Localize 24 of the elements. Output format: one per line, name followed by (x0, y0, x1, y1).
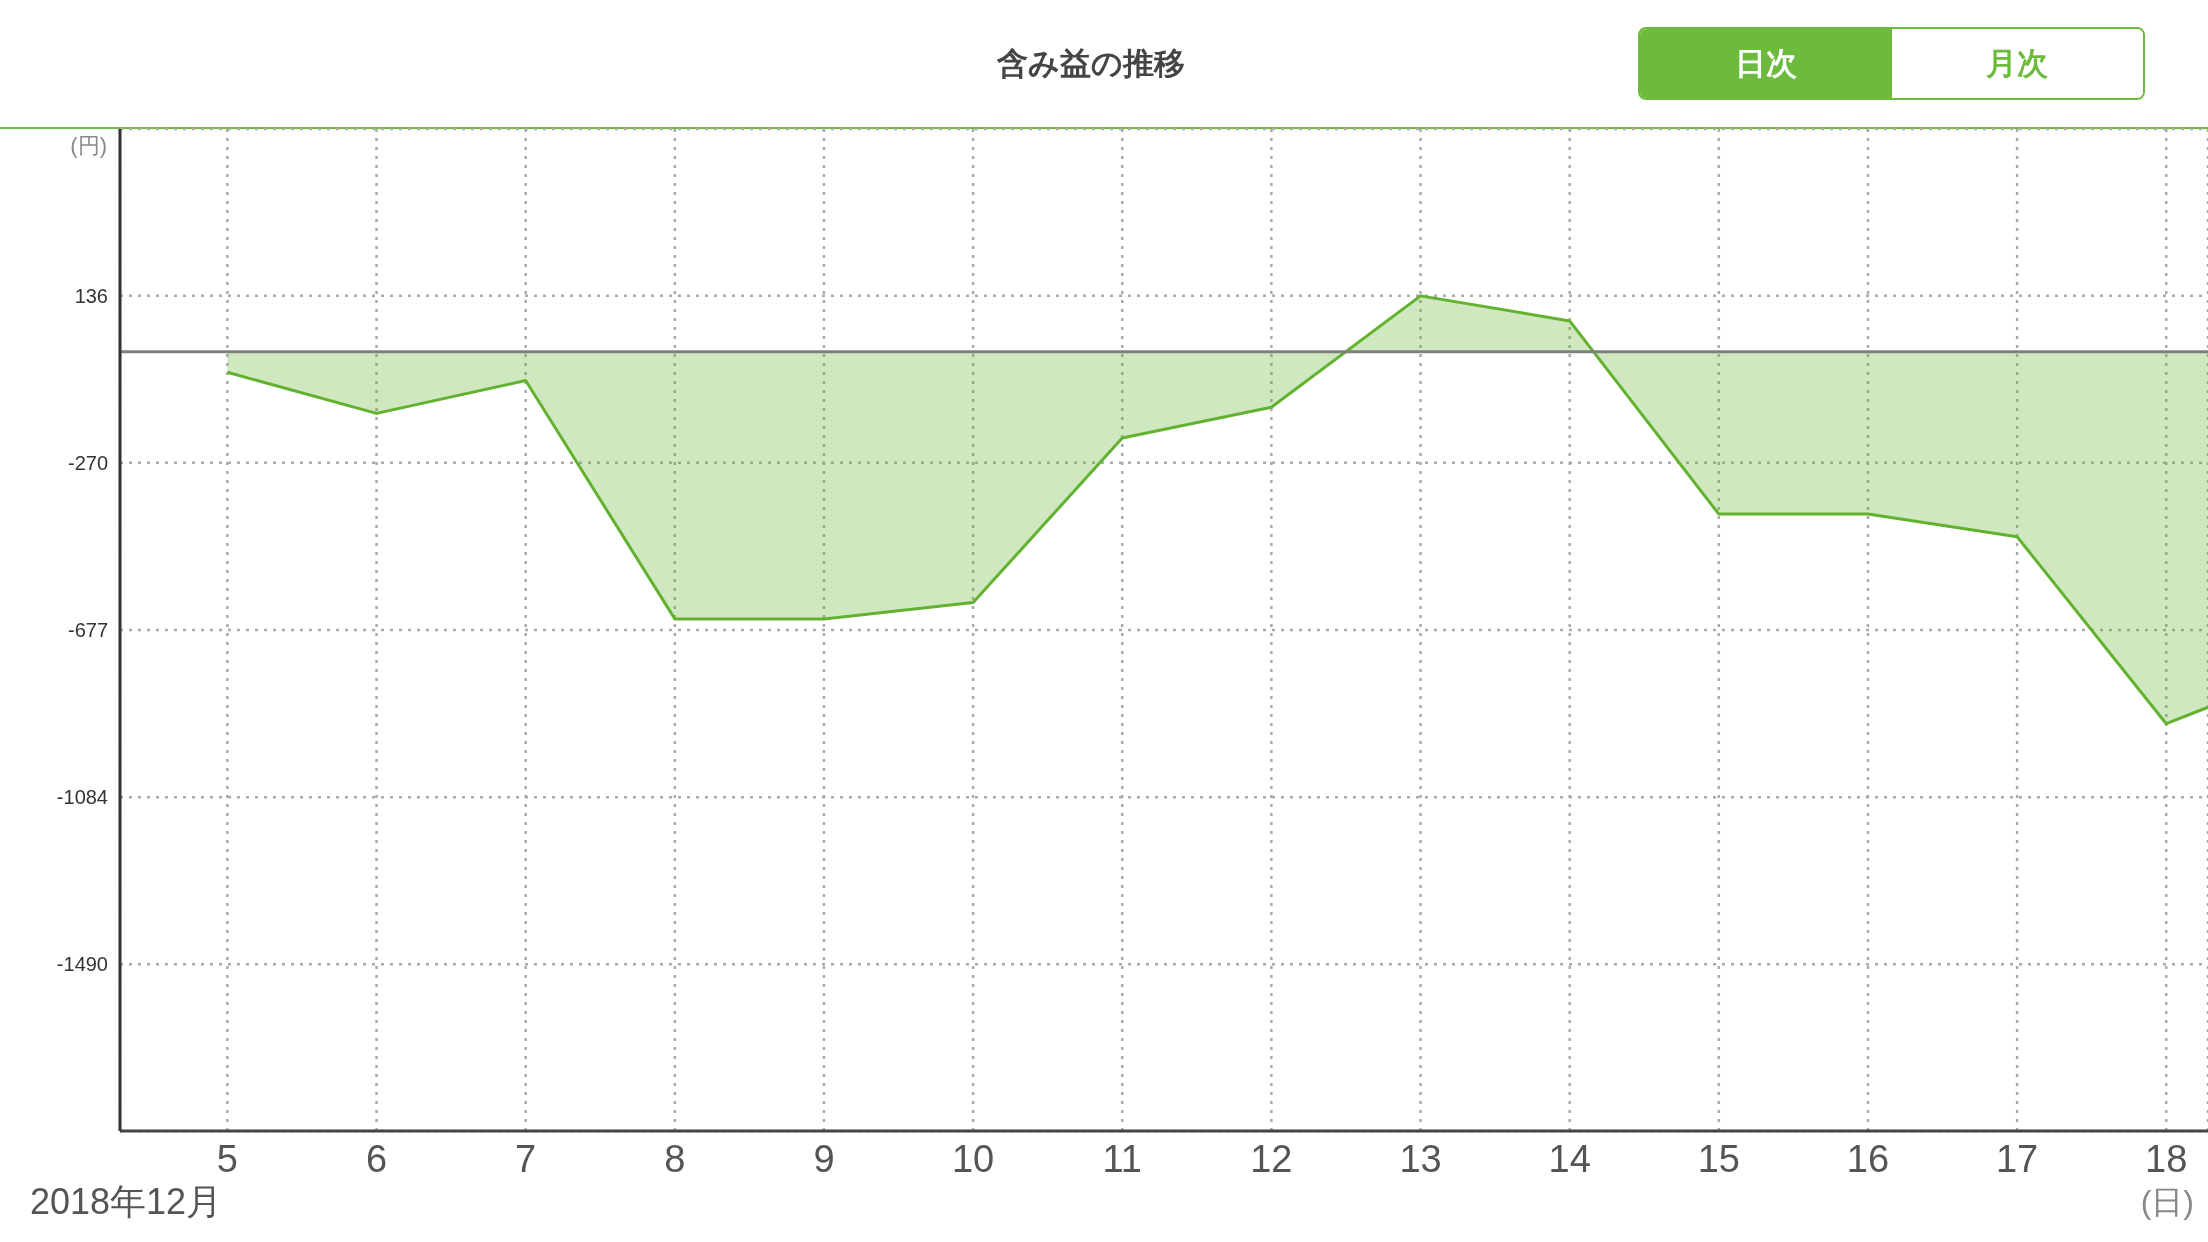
y-tick-label: -1084 (56, 786, 108, 809)
x-tick-label: 16 (1846, 1137, 1890, 1180)
x-tick-label: 14 (1548, 1137, 1591, 1180)
x-axis-title: (日) (2140, 1184, 2194, 1220)
x-tick-label: 8 (664, 1137, 686, 1180)
x-tick-label: 12 (1250, 1137, 1293, 1180)
x-tick-label: 6 (365, 1137, 388, 1180)
y-tick-label: -677 (67, 619, 108, 642)
x-tick-label: 10 (951, 1137, 995, 1180)
x-tick-label: 5 (216, 1137, 238, 1180)
x-tick-label: 11 (1102, 1137, 1142, 1180)
toggle-button[interactable]: 日次 (1640, 29, 1892, 98)
y-tick-label: 136 (74, 284, 108, 307)
x-tick-label: 15 (1697, 1137, 1740, 1180)
x-tick-label: 9 (813, 1137, 835, 1180)
x-tick-label: 17 (1995, 1137, 2039, 1180)
chart-title: 含み益の推移 (997, 46, 1185, 81)
x-tick-label: 7 (515, 1137, 537, 1180)
x-tick-label: 13 (1399, 1137, 1442, 1180)
y-axis-title: (円) (70, 133, 107, 158)
y-tick-label: -1490 (56, 953, 108, 976)
y-tick-label: -270 (67, 451, 108, 474)
text: 2018年12月 (30, 1181, 223, 1222)
x-tick-label: 18 (2145, 1137, 2188, 1180)
